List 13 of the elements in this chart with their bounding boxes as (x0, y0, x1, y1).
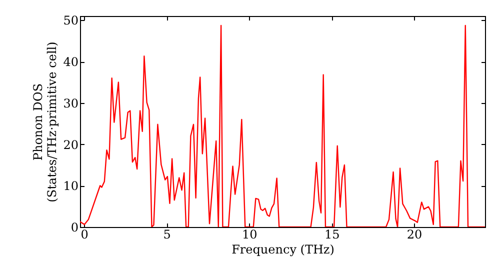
y-tick-label: 30 (63, 96, 78, 110)
x-tick-label: 0 (80, 228, 88, 242)
y-tick-label: 50 (63, 14, 78, 28)
line-series (80, 24, 485, 227)
y-tick-label: 10 (63, 179, 78, 194)
y-tick-label: 40 (63, 55, 78, 70)
x-tick-label: 15 (324, 228, 340, 242)
y-tick-label: 20 (63, 138, 78, 152)
x-tick-label: 5 (163, 228, 171, 242)
x-tick-label: 10 (242, 228, 258, 242)
y-axis-title: Phonon DOS (States/THz·primitive cell) (31, 42, 60, 202)
x-tick-label: 20 (406, 228, 422, 242)
x-axis-title: Frequency (THz) (232, 242, 334, 256)
